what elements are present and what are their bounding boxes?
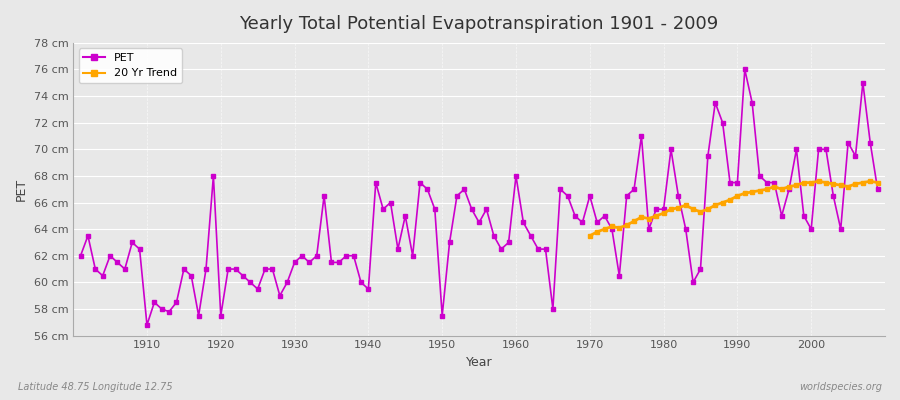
Title: Yearly Total Potential Evapotranspiration 1901 - 2009: Yearly Total Potential Evapotranspiratio… <box>239 15 719 33</box>
Y-axis label: PET: PET <box>15 178 28 201</box>
Text: Latitude 48.75 Longitude 12.75: Latitude 48.75 Longitude 12.75 <box>18 382 173 392</box>
Legend: PET, 20 Yr Trend: PET, 20 Yr Trend <box>78 48 182 83</box>
X-axis label: Year: Year <box>466 356 492 369</box>
Text: worldspecies.org: worldspecies.org <box>799 382 882 392</box>
